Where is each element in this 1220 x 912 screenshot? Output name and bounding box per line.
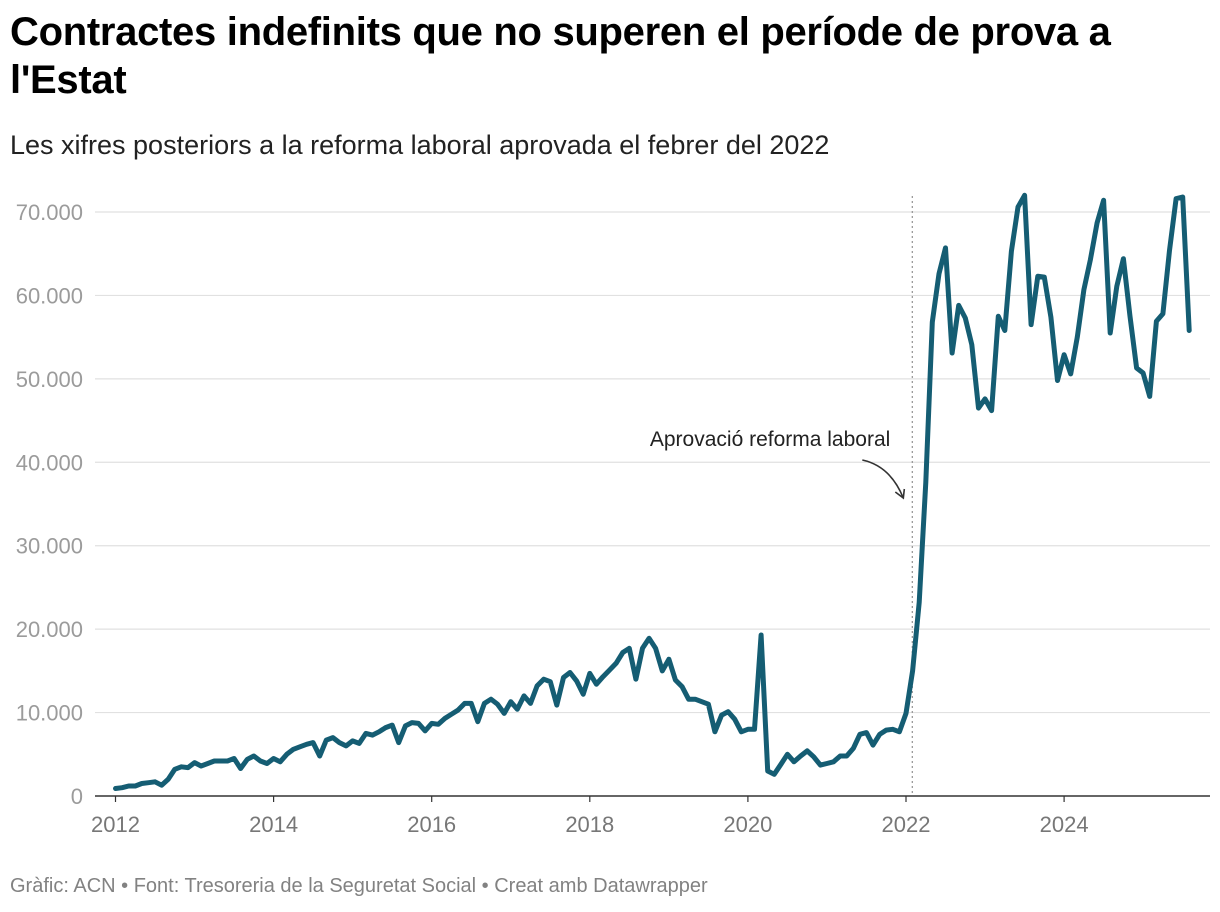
y-tick-label: 70.000 [16, 200, 83, 225]
x-tick-label: 2014 [249, 812, 298, 837]
y-tick-label: 50.000 [16, 367, 83, 392]
chart-footer-credits: Gràfic: ACN • Font: Tresoreria de la Seg… [10, 875, 708, 897]
y-tick-label: 30.000 [16, 534, 83, 559]
series-group [113, 192, 1192, 791]
chart-title: Contractes indefinits que no superen el … [10, 10, 1111, 102]
x-tick-label: 2012 [91, 812, 140, 837]
annotation-arrow-icon [862, 459, 905, 499]
y-axis-labels: 0 10.000 20.000 30.000 40.000 50.000 60.000 70.… [16, 200, 83, 809]
x-tick-label: 2016 [407, 812, 456, 837]
series-line [113, 192, 1192, 791]
y-tick-label: 0 [71, 784, 83, 809]
y-tick-label: 60.000 [16, 283, 83, 308]
y-tick-label: 20.000 [16, 617, 83, 642]
annotation-arrowhead-icon [894, 488, 906, 500]
y-tick-label: 10.000 [16, 701, 83, 726]
y-tick-label: 40.000 [16, 450, 83, 475]
line-chart: 0 10.000 20.000 30.000 40.000 50.000 60.000 70.… [16, 192, 1210, 837]
x-tick-label: 2024 [1040, 812, 1089, 837]
x-tick-label: 2018 [565, 812, 614, 837]
x-tick-label: 2022 [882, 812, 931, 837]
reform-annotation-label: Aprovació reforma laboral [650, 428, 890, 451]
grid-lines [95, 211, 1210, 714]
x-tick-label: 2020 [723, 812, 772, 837]
chart-subtitle: Les xifres posteriors a la reforma labor… [10, 130, 830, 160]
x-axis-labels: 2012 2014 2016 2018 2020 2022 2024 [91, 796, 1089, 837]
